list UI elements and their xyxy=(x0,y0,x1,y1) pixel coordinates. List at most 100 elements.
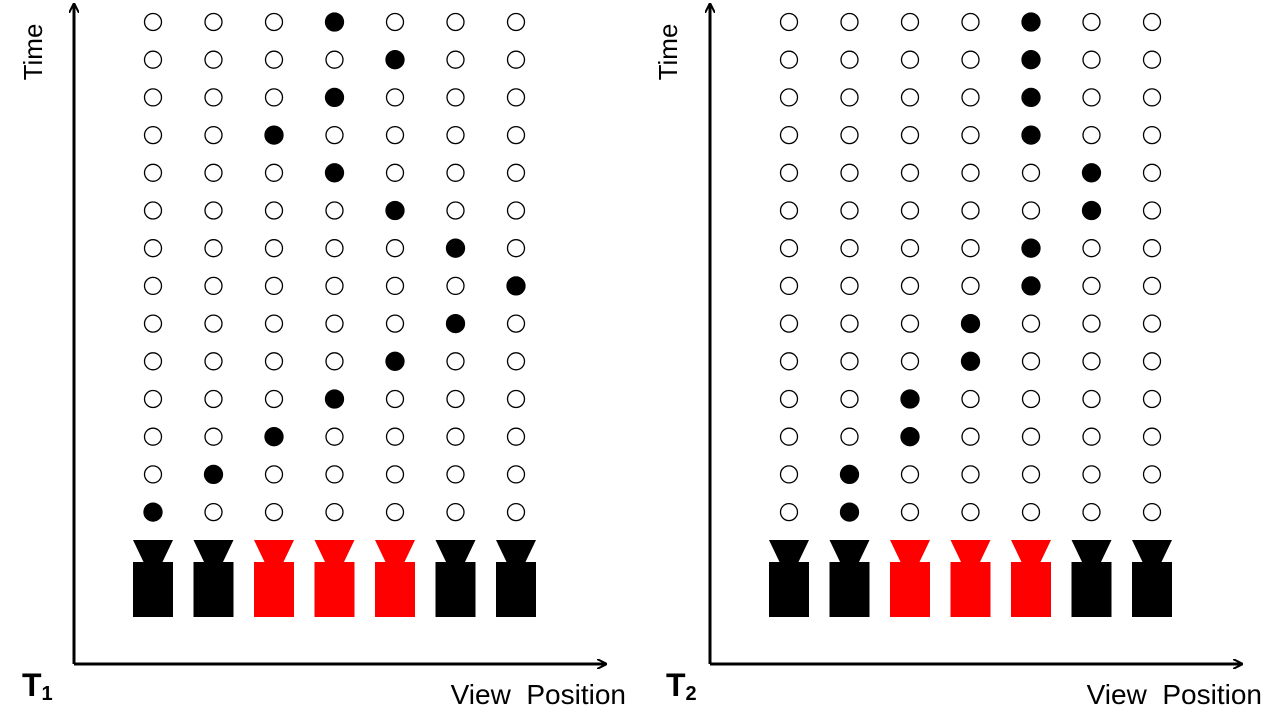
dot-empty xyxy=(840,50,859,69)
dot-filled xyxy=(324,12,345,32)
dot-empty xyxy=(840,12,859,32)
panel-label-main: T xyxy=(666,667,686,703)
dot-empty xyxy=(264,314,284,333)
dot-empty xyxy=(143,276,163,296)
dot-empty xyxy=(506,163,526,182)
dot-empty xyxy=(446,276,465,296)
camera-icon xyxy=(496,540,536,617)
dot-empty xyxy=(264,50,284,69)
panel-label: T2 xyxy=(666,667,697,705)
dot-empty xyxy=(1021,314,1041,333)
camera-row xyxy=(133,540,536,617)
dot-empty xyxy=(204,276,223,296)
dot-filled xyxy=(960,351,981,371)
dot-empty xyxy=(840,163,859,182)
dot-empty xyxy=(1082,125,1101,145)
dot-filled xyxy=(839,464,860,485)
dot-empty xyxy=(779,239,799,258)
dot-empty xyxy=(506,125,526,145)
dot-filled xyxy=(1081,200,1102,221)
dot-filled xyxy=(264,427,284,447)
dot-empty xyxy=(779,201,799,220)
dot-grid xyxy=(143,12,526,522)
dot-empty xyxy=(900,12,920,32)
dot-empty xyxy=(325,239,344,258)
camera-icon xyxy=(254,540,294,617)
panel-label: T1 xyxy=(22,667,53,705)
dot-empty xyxy=(1021,352,1041,371)
dot-empty xyxy=(204,427,223,446)
dot-empty xyxy=(385,12,405,32)
dot-empty xyxy=(446,163,465,182)
dot-empty xyxy=(264,239,284,258)
dot-empty xyxy=(840,314,859,333)
dot-filled xyxy=(143,502,163,522)
dot-empty xyxy=(1142,502,1162,522)
dot-empty xyxy=(143,314,163,333)
dot-empty xyxy=(1142,276,1162,296)
dot-empty xyxy=(143,163,163,182)
dot-empty xyxy=(446,201,465,220)
dot-empty xyxy=(446,88,465,107)
dot-empty xyxy=(385,465,405,484)
dot-empty xyxy=(961,88,980,107)
dot-empty xyxy=(1082,239,1101,258)
dot-empty xyxy=(1142,125,1162,145)
dot-empty xyxy=(779,389,799,409)
dot-empty xyxy=(385,88,405,107)
dot-empty xyxy=(385,125,405,145)
camera-icon xyxy=(890,540,930,617)
dot-filled xyxy=(445,238,466,258)
dot-empty xyxy=(1142,239,1162,258)
dot-empty xyxy=(779,276,799,296)
dot-empty xyxy=(204,125,223,145)
dot-filled xyxy=(900,389,920,409)
dot-empty xyxy=(840,239,859,258)
dot-empty xyxy=(143,12,163,32)
panel-t1: Time View Position T1 xyxy=(18,4,626,710)
dot-empty xyxy=(1082,88,1101,107)
dot-filled xyxy=(385,351,405,371)
dot-empty xyxy=(1082,12,1101,32)
dot-empty xyxy=(506,201,526,220)
dot-empty xyxy=(961,502,980,522)
dot-empty xyxy=(1082,352,1101,371)
camera-icon xyxy=(829,540,870,617)
dot-empty xyxy=(900,125,920,145)
dot-empty xyxy=(143,125,163,145)
dot-empty xyxy=(204,239,223,258)
dot-filled xyxy=(203,464,224,485)
dot-empty xyxy=(264,88,284,107)
dot-empty xyxy=(264,276,284,296)
dot-empty xyxy=(506,352,526,371)
dot-filled xyxy=(385,200,405,221)
dot-empty xyxy=(1082,502,1101,522)
view-position-axis-label: View Position xyxy=(451,679,626,710)
dot-empty xyxy=(204,50,223,69)
dot-empty xyxy=(506,389,526,409)
dot-empty xyxy=(779,88,799,107)
dot-empty xyxy=(1142,352,1162,371)
dot-empty xyxy=(1142,201,1162,220)
dot-empty xyxy=(840,88,859,107)
dot-empty xyxy=(506,427,526,446)
dot-empty xyxy=(1142,163,1162,182)
camera-icon xyxy=(435,540,476,617)
dot-empty xyxy=(325,465,344,484)
dot-empty xyxy=(840,201,859,220)
time-axis-label: Time xyxy=(18,24,48,81)
panel-t2: Time View Position T2 xyxy=(653,4,1262,710)
dot-empty xyxy=(506,88,526,107)
camera-icon xyxy=(769,540,809,617)
dot-empty xyxy=(325,125,344,145)
dot-filled xyxy=(445,313,466,334)
dot-empty xyxy=(506,502,526,522)
dot-empty xyxy=(900,276,920,296)
dot-empty xyxy=(900,88,920,107)
dot-empty xyxy=(204,352,223,371)
dot-empty xyxy=(900,465,920,484)
camera-icon xyxy=(1011,540,1051,617)
view-position-axis-label: View Position xyxy=(1087,679,1262,710)
